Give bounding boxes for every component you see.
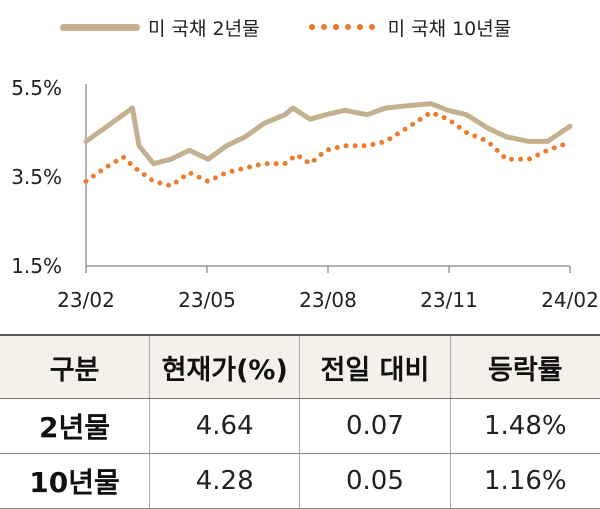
yield-chart: 5.5% 3.5% 1.5% 23/02 23/05 23/08 23/11 24/02 [11, 76, 599, 312]
y-tick-label: 1.5% [11, 254, 62, 278]
x-tick-label: 23/08 [299, 288, 357, 312]
chart-legend: 미 국채 2년물 미 국채 10년물 [60, 12, 557, 42]
row-label: 10년물 [0, 453, 150, 509]
y-ticks: 5.5% 3.5% 1.5% [11, 76, 62, 278]
row-rate: 1.16% [449, 453, 600, 509]
row-label: 2년물 [0, 398, 150, 454]
series-10y [83, 110, 573, 189]
table-header-row: 구분 현재가(%) 전일 대비 등락률 [0, 334, 600, 399]
y-tick-label: 5.5% [11, 76, 62, 100]
x-ticks: 23/02 23/05 23/08 23/11 24/02 [57, 266, 599, 312]
series-2y [83, 101, 573, 167]
header-price: 현재가(%) [149, 334, 300, 399]
row-price: 4.64 [149, 398, 300, 454]
row-change: 0.07 [299, 398, 451, 454]
row-rate: 1.48% [449, 398, 600, 454]
x-tick-label: 23/02 [57, 288, 115, 312]
x-tick-label: 23/11 [420, 288, 478, 312]
legend-label-10y: 미 국채 10년물 [387, 17, 512, 40]
yield-summary-table: 구분 현재가(%) 전일 대비 등락률 2년물 4.64 0.07 1.48% … [0, 334, 600, 509]
table-row: 10년물 4.28 0.05 1.16% [0, 453, 600, 509]
row-price: 4.28 [149, 453, 300, 509]
x-tick-label: 23/05 [178, 288, 236, 312]
header-rate: 등락률 [449, 334, 600, 399]
legend-swatch-10y [305, 24, 378, 30]
series-2y-line [83, 101, 573, 167]
x-tick-label: 24/02 [541, 288, 599, 312]
header-category: 구분 [0, 334, 150, 399]
row-change: 0.05 [299, 453, 451, 509]
series-10y-line [83, 110, 573, 189]
y-tick-label: 3.5% [11, 165, 62, 189]
legend-swatch-2y [60, 23, 140, 31]
legend-label-2y: 미 국채 2년물 [148, 17, 260, 40]
legend-item-2y: 미 국채 2년물 [60, 14, 260, 41]
legend-item-10y: 미 국채 10년물 [305, 14, 512, 41]
table-row: 2년물 4.64 0.07 1.48% [0, 398, 600, 454]
header-change: 전일 대비 [299, 334, 451, 399]
